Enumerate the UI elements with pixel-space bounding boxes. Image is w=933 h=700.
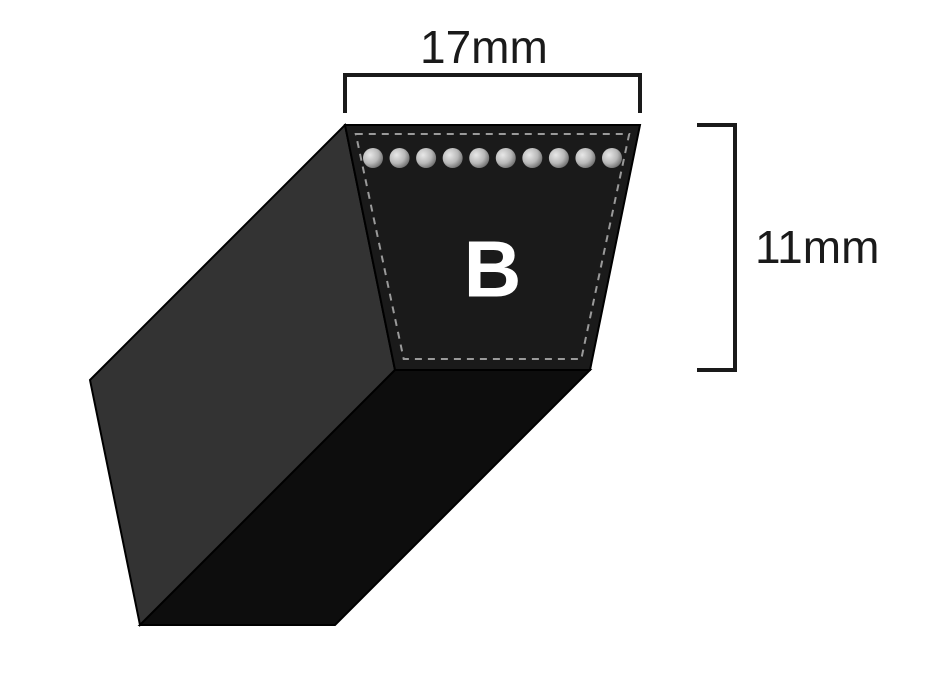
belt-cord xyxy=(443,148,463,168)
belt-cord xyxy=(602,148,622,168)
belt-cord xyxy=(575,148,595,168)
belt-cord xyxy=(522,148,542,168)
belt-cord xyxy=(390,148,410,168)
height-dimension-bracket xyxy=(697,125,735,370)
width-dimension-label: 17mm xyxy=(420,20,548,74)
belt-letter: B xyxy=(464,225,522,314)
belt-cord xyxy=(363,148,383,168)
width-dimension-bracket xyxy=(345,75,640,113)
belt-cord xyxy=(416,148,436,168)
belt-diagram-svg: B xyxy=(0,0,933,700)
belt-cord xyxy=(469,148,489,168)
belt-cord xyxy=(549,148,569,168)
belt-cord xyxy=(496,148,516,168)
height-dimension-label: 11mm xyxy=(755,220,879,274)
